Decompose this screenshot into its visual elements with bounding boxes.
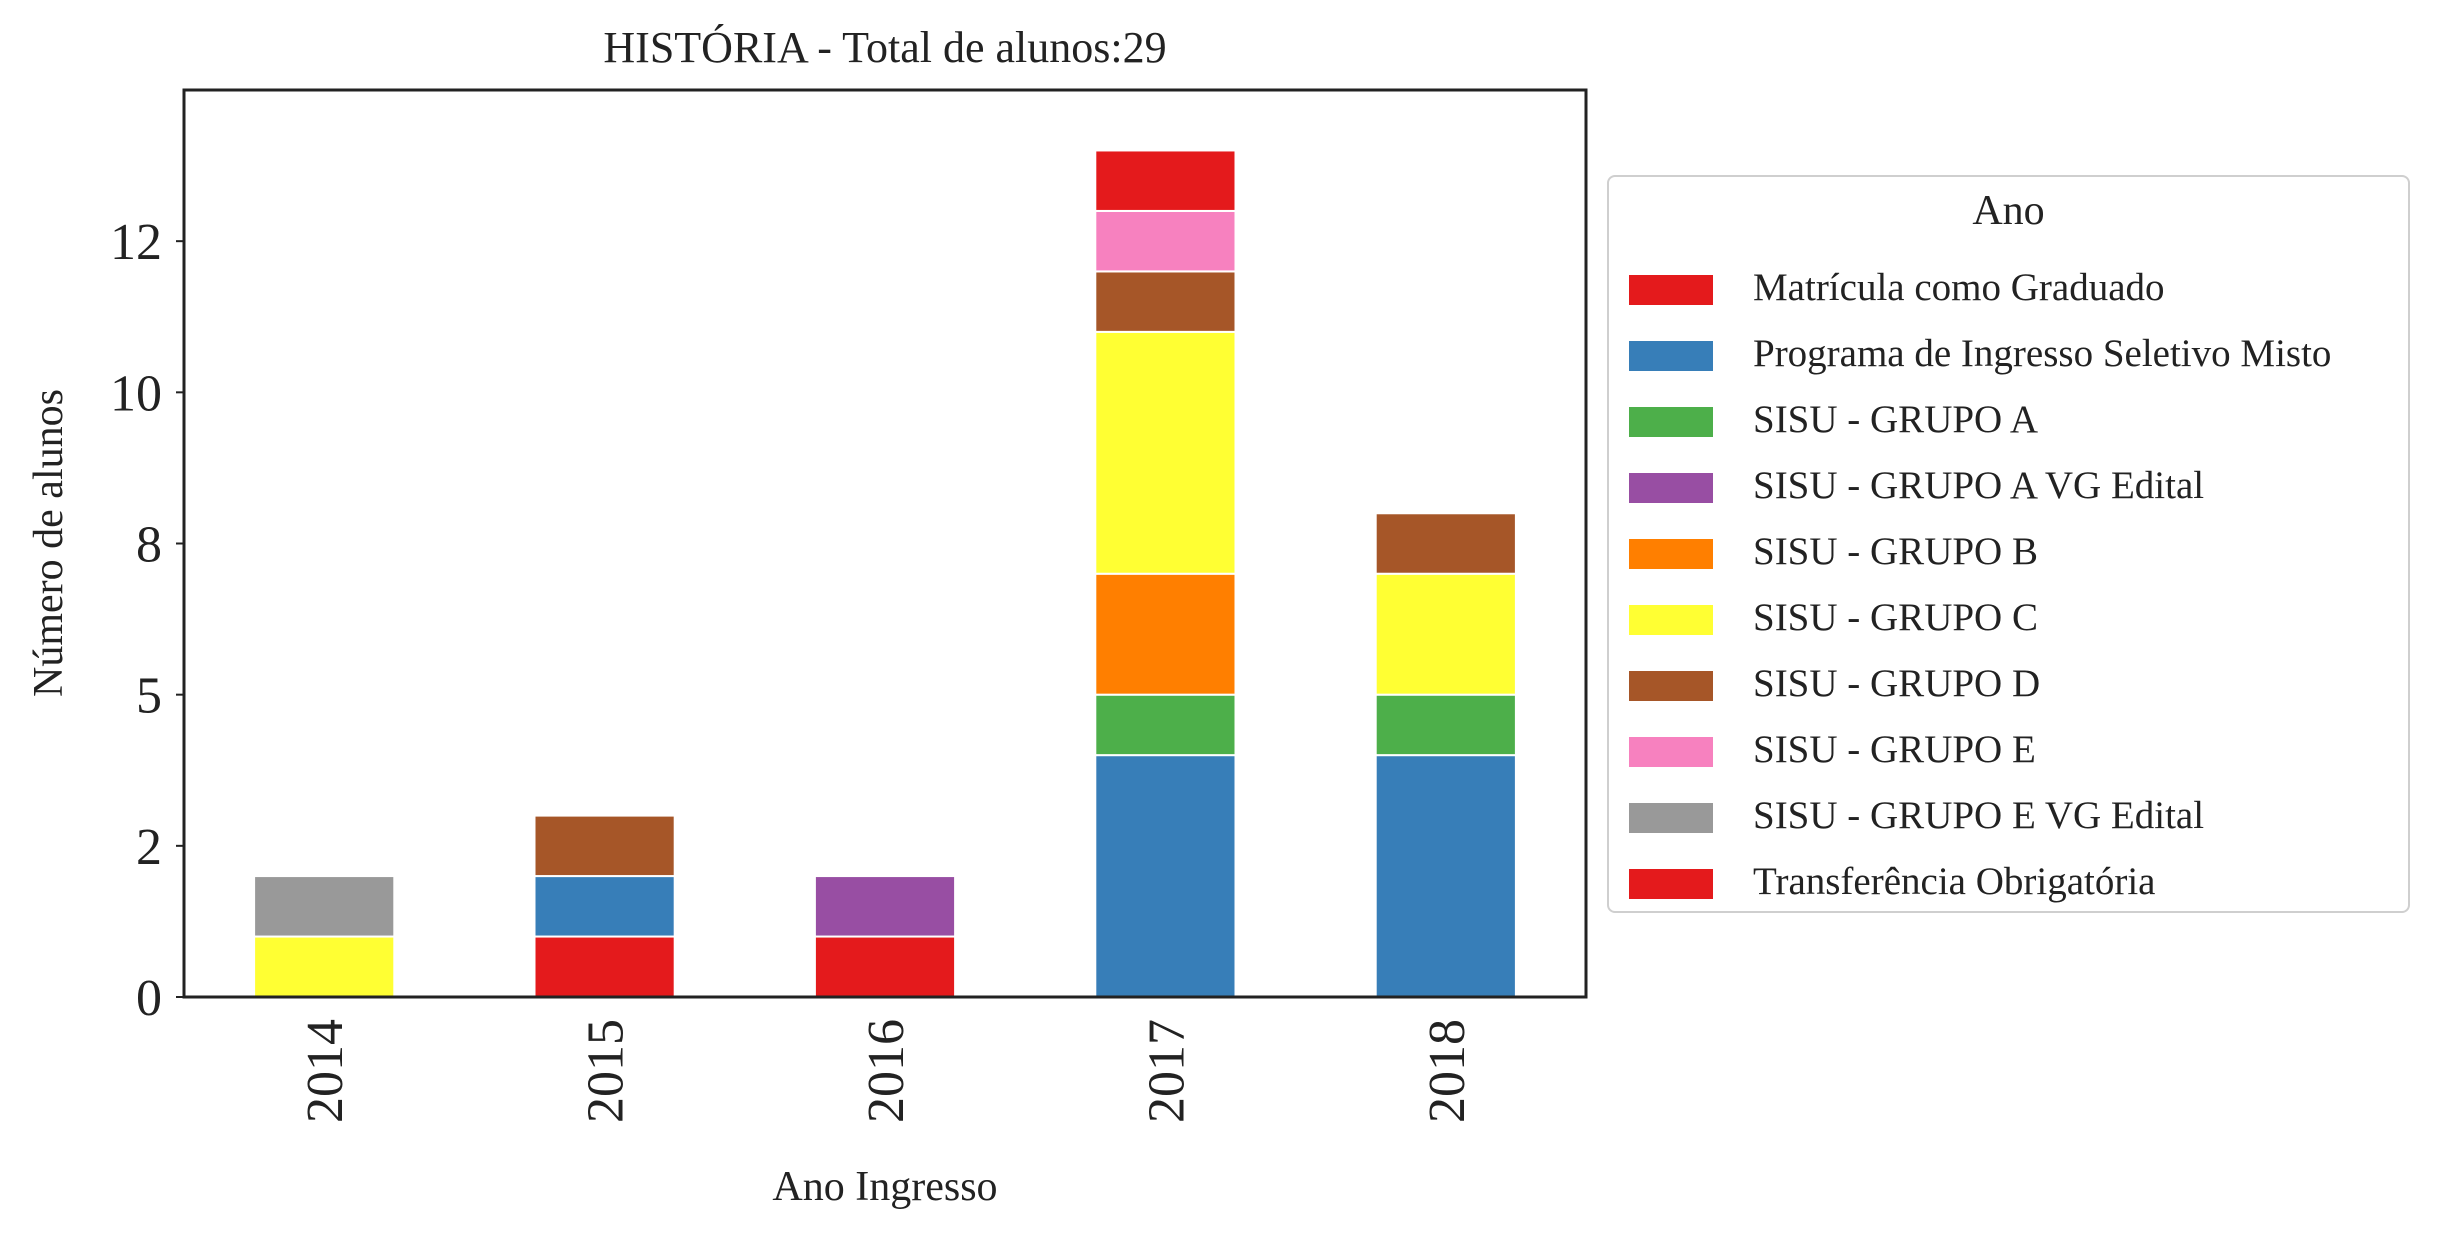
legend-item: Programa de Ingresso Seletivo Misto	[1629, 325, 2389, 385]
x-tick-label-2016: 2016	[858, 1019, 915, 1123]
legend-label: Transferência Obrigatória	[1753, 860, 2156, 903]
bar-2018-series-6	[1374, 512, 1517, 575]
x-tick-label-2018: 2018	[1419, 1019, 1476, 1123]
legend-item: SISU - GRUPO A	[1629, 391, 2389, 451]
bar-2018-series-1	[1374, 754, 1517, 999]
bar-2014-series-5	[253, 935, 396, 998]
legend-swatch	[1629, 605, 1713, 635]
x-tick-label-2014: 2014	[297, 1019, 354, 1123]
legend-item: SISU - GRUPO E VG Edital	[1629, 787, 2389, 847]
legend-swatch	[1629, 737, 1713, 767]
legend-swatch	[1629, 671, 1713, 701]
legend-item: SISU - GRUPO A VG Edital	[1629, 457, 2389, 517]
x-tick-label-2017: 2017	[1138, 1019, 1195, 1123]
bar-2017-series-6	[1094, 270, 1237, 333]
bar-2018-series-2	[1374, 693, 1517, 757]
bar-2017-series-5	[1094, 330, 1237, 575]
legend-label: SISU - GRUPO E	[1753, 728, 2036, 771]
legend-label: Programa de Ingresso Seletivo Misto	[1753, 332, 2332, 375]
legend-label: SISU - GRUPO B	[1753, 530, 2038, 573]
bar-2016-series-9	[813, 935, 957, 998]
legend-swatch	[1629, 869, 1713, 899]
x-ticks: 2014 2015 2016 2017 2018	[297, 1019, 1476, 1123]
legend-item: Transferência Obrigatória	[1629, 853, 2389, 913]
chart-title: HISTÓRIA - Total de alunos:29	[603, 23, 1166, 72]
bars-layer	[253, 149, 1517, 999]
legend-label: SISU - GRUPO A VG Edital	[1753, 464, 2205, 507]
legend-item: SISU - GRUPO B	[1629, 523, 2389, 583]
bar-2018-series-5	[1374, 572, 1517, 696]
bar-2017-series-4	[1094, 572, 1237, 696]
y-tick-label-0: 0	[136, 970, 162, 1027]
legend-swatch	[1629, 473, 1713, 503]
legend-label: Matrícula como Graduado	[1753, 266, 2165, 309]
bar-2017-series-2	[1094, 693, 1237, 757]
legend: Ano Matrícula como Graduado Programa de I…	[1607, 175, 2410, 913]
legend-label: SISU - GRUPO A	[1753, 398, 2038, 441]
bar-2014-series-8	[253, 875, 396, 938]
bar-2017-series-1	[1094, 754, 1237, 999]
bar-2015-series-1	[533, 875, 676, 938]
legend-label: SISU - GRUPO C	[1753, 596, 2038, 639]
legend-title: Ano	[1972, 188, 2045, 234]
y-axis-label: Número de alunos	[26, 389, 72, 697]
bar-2017-series-0	[1094, 149, 1237, 212]
x-tick-label-2015: 2015	[578, 1019, 635, 1123]
y-tick-label-4: 10	[110, 365, 162, 422]
y-ticks: 0 2 5 8 10 12	[110, 214, 184, 1027]
bar-2016-series-3	[813, 875, 957, 938]
legend-item: SISU - GRUPO D	[1629, 655, 2389, 715]
x-axis-label: Ano Ingresso	[772, 1164, 997, 1210]
legend-swatch	[1629, 341, 1713, 371]
legend-item: Matrícula como Graduado	[1629, 259, 2389, 319]
bar-2015-series-6	[533, 814, 676, 878]
y-tick-label-3: 8	[136, 517, 162, 574]
y-tick-label-5: 12	[110, 214, 162, 271]
y-tick-label-1: 2	[136, 819, 162, 876]
legend-swatch	[1629, 539, 1713, 569]
legend-item: SISU - GRUPO C	[1629, 589, 2389, 649]
legend-swatch	[1629, 803, 1713, 833]
y-tick-label-2: 5	[136, 668, 162, 725]
bar-2015-series-9	[533, 935, 676, 998]
legend-label: SISU - GRUPO E VG Edital	[1753, 794, 2205, 837]
legend-swatch	[1629, 407, 1713, 437]
legend-item: SISU - GRUPO E	[1629, 721, 2389, 781]
legend-swatch	[1629, 275, 1713, 305]
legend-label: SISU - GRUPO D	[1753, 662, 2041, 705]
bar-2017-series-7	[1094, 209, 1237, 273]
